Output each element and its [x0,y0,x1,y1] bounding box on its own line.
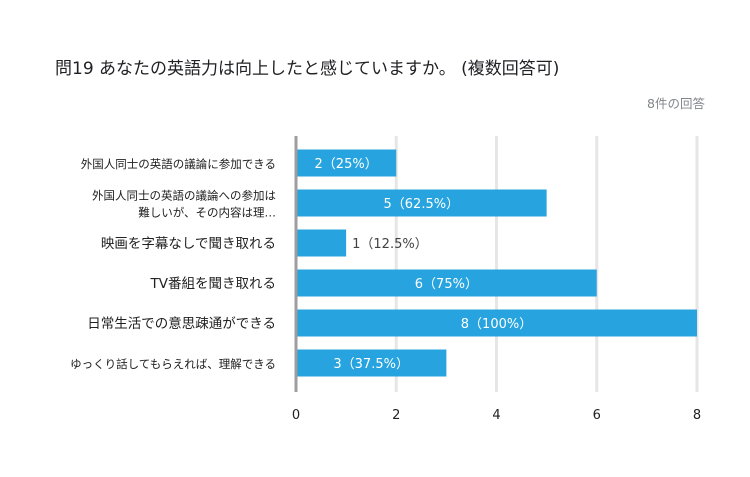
data-label: 8（100%） [461,317,532,332]
data-label: 1（12.5%） [352,237,428,252]
chart-title: 問19 あなたの英語力は向上したと感じていますか。 (複数回答可) [55,59,560,79]
bar [296,149,397,177]
x-tick-label: 6 [593,408,601,423]
category-label: 外国人同士の英語の議論への参加は [92,189,276,203]
data-label: 2（25%） [315,157,378,172]
category-label: 日常生活での意思疎通ができる [87,315,276,332]
bar [296,269,597,297]
data-label: 3（37.5%） [333,357,409,372]
category-label: 外国人同士の英語の議論に参加できる [81,157,276,171]
data-label: 5（62.5%） [384,197,460,212]
x-tick-label: 2 [392,408,400,423]
x-tick-label: 4 [492,408,500,423]
data-label: 6（75%） [415,277,478,292]
response-count: 8件の回答 [647,96,705,111]
category-label: 難しいが、その内容は理… [138,206,276,220]
x-tick-label: 0 [292,408,300,423]
bar [296,229,347,257]
category-label: 映画を字幕なしで聞き取れる [101,236,276,252]
bar [296,349,447,377]
category-label: TV番組を聞き取れる [150,276,276,292]
category-label: ゆっくり話してもらえれば、理解できる [70,357,276,371]
bar [296,309,697,337]
x-tick-label: 8 [693,408,701,423]
bar [296,189,547,217]
